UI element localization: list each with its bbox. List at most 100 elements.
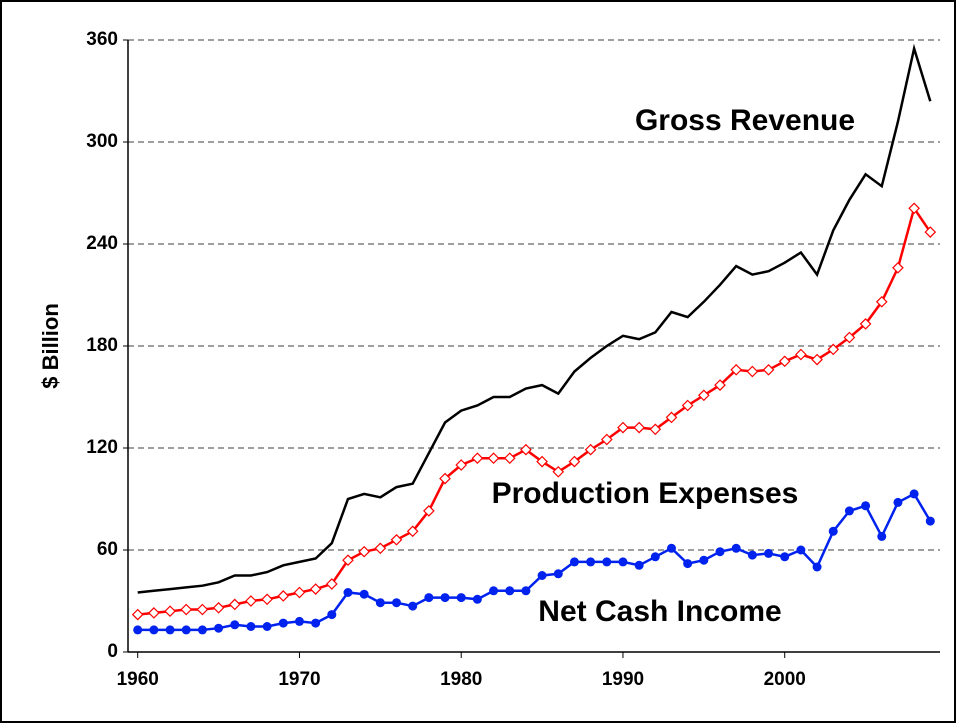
point	[294, 616, 304, 626]
point	[569, 557, 579, 567]
point	[602, 557, 612, 567]
y-tick-label: 240	[86, 233, 118, 254]
point	[924, 226, 937, 238]
y-tick-label: 300	[86, 131, 118, 152]
point	[796, 545, 806, 555]
point	[600, 433, 613, 446]
point	[649, 423, 662, 436]
point	[131, 608, 144, 621]
point	[358, 545, 371, 558]
point	[908, 202, 920, 215]
point	[859, 318, 872, 330]
point	[861, 501, 871, 511]
point	[262, 622, 272, 631]
point	[309, 583, 322, 595]
point	[406, 525, 419, 538]
point	[424, 593, 434, 603]
y-tick-label: 60	[97, 539, 118, 560]
point	[423, 505, 435, 517]
point	[228, 598, 241, 611]
point	[327, 610, 337, 620]
x-tick-label: 1980	[440, 669, 482, 690]
y-tick-label: 0	[107, 641, 118, 662]
point	[278, 618, 288, 628]
point	[472, 594, 482, 604]
point	[892, 261, 904, 274]
point	[715, 547, 725, 557]
point	[764, 548, 774, 558]
point	[359, 589, 369, 599]
point	[762, 363, 775, 376]
point	[214, 623, 224, 633]
point	[537, 571, 547, 580]
point	[617, 421, 629, 434]
point	[552, 465, 565, 478]
point	[164, 605, 176, 618]
point	[521, 586, 531, 596]
point	[812, 562, 822, 572]
series-label: Gross Revenue	[635, 104, 855, 137]
x-tick-label: 1960	[117, 669, 159, 690]
y-axis-label: $ Billion	[38, 303, 63, 389]
point	[553, 569, 563, 579]
point	[440, 593, 450, 603]
point	[650, 552, 660, 562]
x-tick-label: 1970	[278, 669, 320, 690]
point	[520, 443, 532, 456]
point	[586, 557, 596, 567]
point	[633, 421, 645, 434]
point	[261, 593, 273, 606]
point	[618, 557, 628, 567]
point	[568, 455, 581, 468]
point	[165, 625, 175, 635]
point	[714, 379, 726, 391]
point	[439, 472, 451, 485]
point	[875, 295, 888, 308]
point	[827, 343, 840, 356]
point	[343, 588, 353, 597]
point	[230, 620, 240, 630]
point	[180, 603, 193, 616]
series-line	[137, 43, 932, 594]
point	[505, 586, 515, 596]
y-tick-label: 120	[86, 437, 118, 458]
point	[925, 516, 935, 526]
point	[666, 543, 676, 553]
point	[780, 552, 790, 562]
point	[455, 459, 468, 471]
y-tick-label: 360	[86, 29, 118, 50]
point	[374, 542, 387, 555]
point	[487, 452, 500, 465]
point	[471, 452, 484, 465]
point	[277, 590, 290, 602]
point	[196, 603, 209, 616]
point	[489, 586, 499, 596]
point	[246, 622, 256, 631]
point	[181, 625, 191, 635]
point	[843, 331, 856, 344]
point	[325, 578, 338, 590]
series-label: Production Expenses	[492, 477, 799, 510]
point	[877, 531, 887, 541]
point	[311, 618, 321, 628]
point	[697, 389, 710, 402]
point	[293, 586, 306, 599]
point	[746, 365, 759, 378]
point	[844, 506, 854, 516]
point	[503, 452, 516, 465]
point	[584, 443, 597, 456]
point	[699, 555, 709, 565]
point	[197, 625, 207, 635]
point	[665, 411, 678, 424]
point	[212, 601, 225, 614]
point	[245, 595, 257, 607]
point	[683, 559, 693, 569]
point	[390, 533, 403, 546]
point	[828, 526, 838, 536]
point	[681, 399, 694, 412]
point	[456, 593, 466, 603]
x-tick-label: 1990	[602, 669, 644, 690]
point	[747, 550, 757, 560]
point	[342, 554, 354, 567]
